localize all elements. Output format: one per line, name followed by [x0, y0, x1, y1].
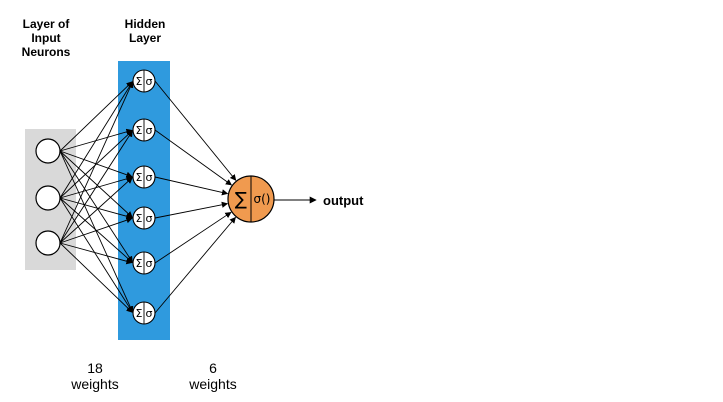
weight-edge-input-1-hidden-5	[59, 150, 133, 263]
hidden-activation-symbol: σ	[146, 257, 153, 270]
weight-edge-input-3-hidden-2	[59, 130, 133, 244]
weight-edge-input-3-hidden-6	[59, 242, 133, 313]
hidden-sum-symbol: Σ	[136, 212, 143, 225]
hidden-output-weights-label: 6 weights	[178, 360, 248, 392]
input-hidden-weights-unit: weights	[71, 376, 119, 392]
weight-edge-hidden-6-output	[154, 216, 236, 314]
weight-edge-hidden-1-output	[154, 80, 237, 181]
hidden-output-weights-unit: weights	[189, 376, 237, 392]
hidden-layer-title-line-2: Layer	[128, 31, 162, 45]
output-activation-symbol: σ()	[254, 192, 271, 206]
weight-edge-hidden-4-output	[154, 201, 229, 219]
hidden-activation-symbol: σ	[146, 171, 153, 184]
weight-edge-input-1-hidden-4	[59, 150, 133, 218]
hidden-output-weights-count: 6	[209, 360, 217, 376]
weight-edge-input-3-hidden-5	[59, 242, 133, 265]
weight-edge-input-3-hidden-1	[59, 81, 134, 244]
hidden-output-connections	[154, 80, 237, 314]
hidden-layer-title: Hidden Layer	[115, 17, 175, 45]
weight-edge-input-3-hidden-3	[59, 177, 133, 244]
input-neurons	[35, 138, 61, 256]
hidden-sum-symbol: Σ	[136, 307, 143, 320]
weight-edge-input-2-hidden-1	[59, 81, 133, 199]
output-sum-symbol: ∑	[235, 189, 247, 210]
input-layer-title-line-3: Neurons	[21, 45, 71, 59]
weight-edge-input-2-hidden-4	[59, 197, 133, 220]
hidden-sum-symbol: Σ	[136, 257, 143, 270]
input-layer-title-line-1: Layer of	[22, 17, 70, 31]
hidden-sum-symbol: Σ	[136, 171, 143, 184]
hidden-activation-symbol: σ	[146, 307, 153, 320]
input-neuron-2	[35, 185, 61, 211]
hidden-activation-symbol: σ	[146, 124, 153, 137]
input-neuron-1	[35, 138, 61, 164]
input-hidden-weights-count: 18	[87, 360, 103, 376]
weight-edge-hidden-2-output	[154, 129, 233, 186]
hidden-layer-title-line-1: Hidden	[124, 17, 166, 31]
weight-edge-input-1-hidden-1	[59, 81, 133, 152]
output-neuron: ∑ σ()	[227, 175, 275, 223]
weight-edge-hidden-3-output	[154, 176, 229, 196]
hidden-sum-symbol: Σ	[136, 75, 143, 88]
output-label: output	[323, 193, 364, 208]
hidden-activation-symbol: σ	[146, 75, 153, 88]
input-neuron-3	[35, 230, 61, 256]
input-hidden-connections	[59, 81, 134, 313]
input-layer-title-line-2: Input	[31, 31, 61, 45]
input-hidden-weights-label: 18 weights	[60, 360, 130, 392]
weight-edge-input-3-hidden-4	[59, 217, 133, 244]
hidden-activation-symbol: σ	[146, 212, 153, 225]
weight-edge-hidden-5-output	[154, 211, 232, 264]
input-layer-title: Layer of Input Neurons	[14, 17, 78, 59]
hidden-layer-panel	[118, 61, 170, 340]
hidden-sum-symbol: Σ	[136, 124, 143, 137]
weight-edge-input-2-hidden-2	[59, 130, 133, 199]
